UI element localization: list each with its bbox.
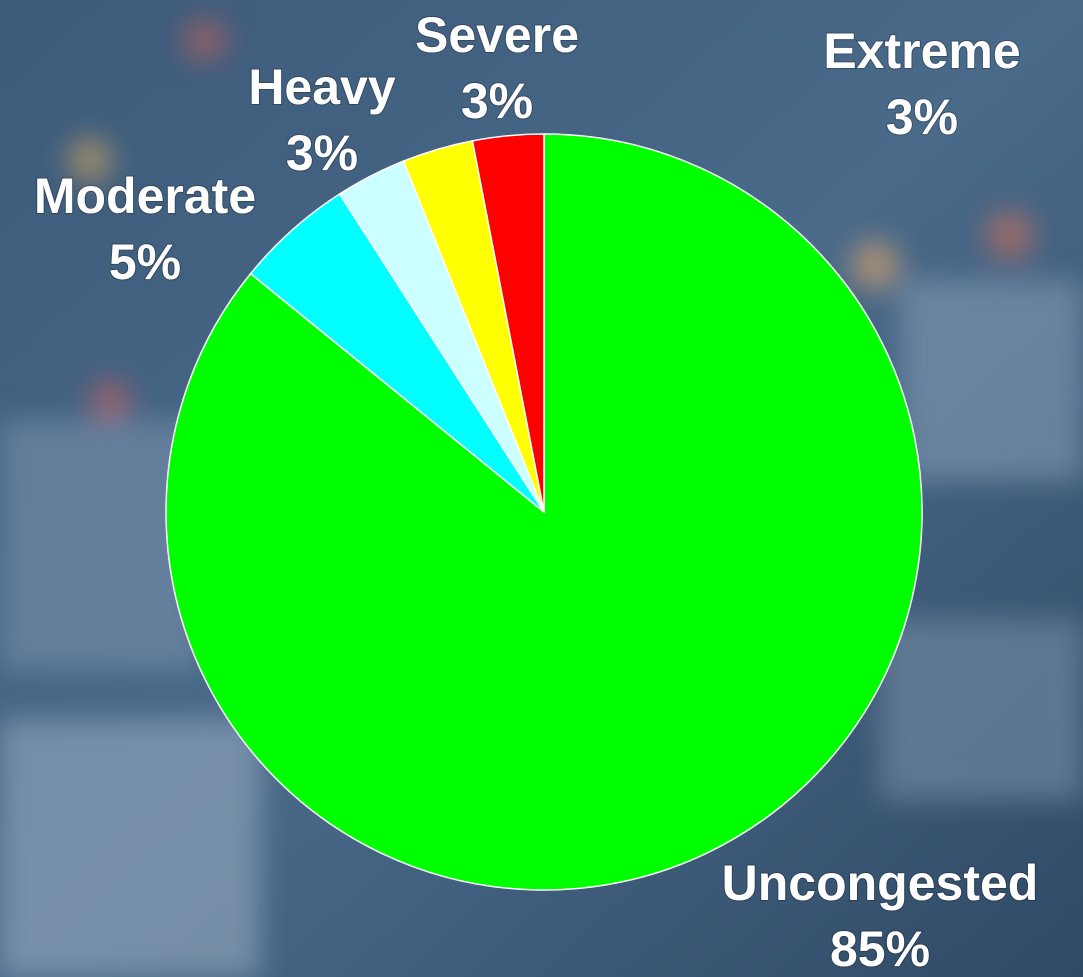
slice-label-name: Severe [415,7,579,63]
pie [165,133,923,891]
slice-label-value: 3% [461,73,533,129]
labels: Uncongested 85% Moderate 5% Heavy 3% Severe 3% E… [33,6,1039,977]
slice [165,133,923,891]
slice-label-value: 5% [109,234,181,290]
slice-label-name: Heavy [248,59,396,115]
slice [471,133,545,513]
slice-label-value: 85% [830,921,930,977]
slice-label-value: 3% [886,89,958,145]
slice-label-name: Moderate [34,168,256,224]
slice-label-value: 3% [286,125,358,181]
slice-label-name: Extreme [823,23,1020,79]
slice-label-name: Uncongested [722,855,1039,911]
